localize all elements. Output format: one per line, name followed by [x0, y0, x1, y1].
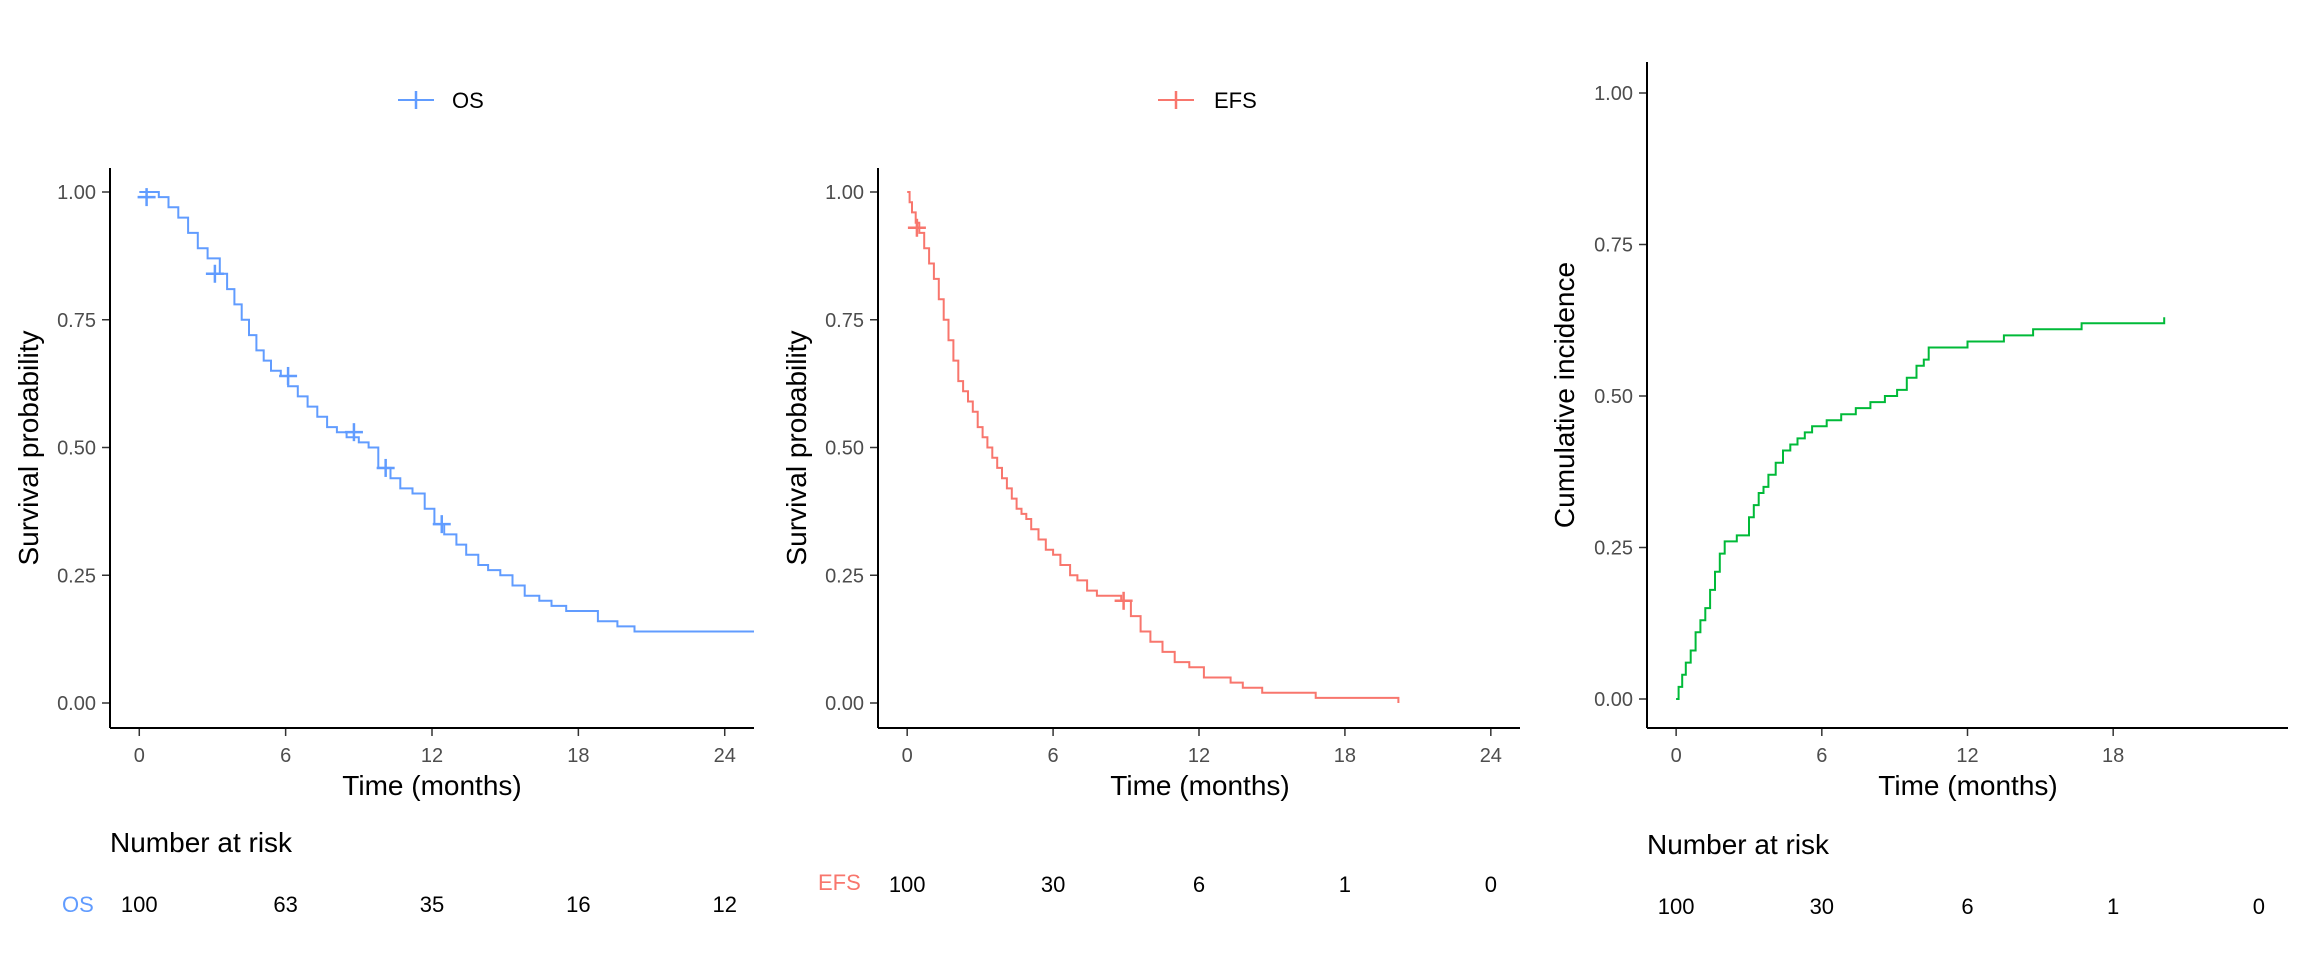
ci-risk-value: 1 — [2107, 894, 2119, 919]
efs-censor-mark — [1114, 591, 1133, 610]
efs-y-tick-label: 1.00 — [825, 182, 864, 204]
ci-x-tick-label: 6 — [1816, 745, 1827, 767]
efs-x-tick-label: 6 — [1048, 745, 1059, 767]
os-censor-mark — [376, 458, 395, 477]
efs-legend-label: EFS — [1214, 88, 1257, 113]
efs-x-tick-label: 24 — [1480, 745, 1502, 767]
ci-y-tick-label: 0.25 — [1594, 538, 1633, 560]
efs-y-tick-label: 0.75 — [825, 310, 864, 332]
ci-risk-value: 0 — [2253, 894, 2265, 919]
efs-censor-mark — [907, 218, 926, 237]
efs-y-tick-label: 0.50 — [825, 438, 864, 460]
os-curve — [137, 188, 754, 633]
ci-curve — [1676, 317, 2166, 700]
ci-x-tick-label: 12 — [1956, 745, 1978, 767]
ci-risk-value: 30 — [1810, 894, 1834, 919]
efs-risk-table: EFS 100 30 6 1 0 — [818, 870, 1497, 897]
efs-risk-values: 100 30 6 1 0 — [889, 872, 1497, 897]
efs-x-tick-label: 18 — [1334, 745, 1356, 767]
os-y-tick-label: 0.75 — [57, 310, 96, 332]
os-x-tick-label: 18 — [567, 745, 589, 767]
efs-y-axis-title: Survival probability — [781, 331, 812, 566]
ci-y-tick-label: 0.75 — [1594, 235, 1633, 257]
efs-risk-value: 100 — [889, 872, 926, 897]
os-y-tick-label: 0.50 — [57, 438, 96, 460]
efs-risk-value: 1 — [1339, 872, 1351, 897]
os-x-axis-title: Time (months) — [342, 770, 521, 801]
os-risk-value: 63 — [273, 892, 297, 917]
os-risk-value: 16 — [566, 892, 590, 917]
ci-x-axis-title: Time (months) — [1878, 770, 2057, 801]
os-y-tick-label: 1.00 — [57, 182, 96, 204]
efs-x-axis-title: Time (months) — [1110, 770, 1289, 801]
os-x-tick-label: 24 — [714, 745, 736, 767]
os-legend-label: OS — [452, 88, 484, 113]
ci-y-axis-title: Cumulative incidence — [1549, 262, 1580, 528]
ci-y-tick-label: 1.00 — [1594, 83, 1633, 105]
ci-x-tick-label: 0 — [1671, 745, 1682, 767]
os-legend: OS — [398, 88, 484, 113]
ci-plot: 0 6 12 18 0.00 0.25 0.50 0.75 1.00 Time (months)… — [1549, 62, 2288, 801]
os-panel: OS 0 6 12 18 24 0.00 0.25 0.50 0.75 1.00 Time (mo… — [13, 88, 754, 917]
os-risk-strata-label: OS — [62, 892, 94, 917]
os-x-tick-label: 0 — [134, 745, 145, 767]
os-censor-mark — [205, 264, 224, 283]
os-censor-mark — [137, 188, 156, 207]
efs-legend: EFS — [1158, 88, 1257, 113]
ci-panel: 0 6 12 18 0.00 0.25 0.50 0.75 1.00 Time (months)… — [1549, 62, 2288, 919]
efs-x-tick-label: 0 — [902, 745, 913, 767]
efs-panel: EFS 0 6 12 18 24 0.00 0.25 0.50 0.75 1.00 Time (m… — [781, 88, 1520, 897]
os-risk-title: Number at risk — [110, 827, 293, 858]
efs-x-tick-label: 12 — [1188, 745, 1210, 767]
os-censor-mark — [344, 423, 363, 442]
efs-risk-value: 6 — [1193, 872, 1205, 897]
os-risk-values: 100 63 35 16 12 — [121, 892, 737, 917]
os-censor-mark — [432, 515, 451, 534]
os-risk-table: Number at risk OS 100 63 35 16 12 — [62, 827, 737, 917]
ci-risk-title: Number at risk — [1647, 829, 1830, 860]
efs-step-line — [907, 191, 1400, 703]
efs-y-tick-label: 0.25 — [825, 565, 864, 587]
ci-risk-table: Number at risk 100 30 6 1 0 — [1647, 829, 2265, 919]
efs-ticks: 0 6 12 18 24 0.00 0.25 0.50 0.75 1.00 — [825, 182, 1502, 767]
os-risk-value: 100 — [121, 892, 158, 917]
ci-ticks: 0 6 12 18 0.00 0.25 0.50 0.75 1.00 — [1594, 83, 2124, 767]
os-risk-value: 35 — [420, 892, 444, 917]
ci-risk-values: 100 30 6 1 0 — [1658, 894, 2265, 919]
efs-risk-value: 30 — [1041, 872, 1065, 897]
os-x-tick-label: 6 — [280, 745, 291, 767]
os-x-tick-label: 12 — [421, 745, 443, 767]
efs-risk-value: 0 — [1485, 872, 1497, 897]
os-step-line — [139, 191, 754, 633]
ci-step-line — [1676, 317, 2166, 700]
os-plot: 0 6 12 18 24 0.00 0.25 0.50 0.75 1.00 Time (month… — [13, 168, 754, 801]
ci-y-tick-label: 0.50 — [1594, 386, 1633, 408]
os-risk-value: 12 — [712, 892, 736, 917]
os-y-axis-title: Survival probability — [13, 331, 44, 566]
ci-risk-value: 6 — [1961, 894, 1973, 919]
os-y-tick-label: 0.00 — [57, 693, 96, 715]
ci-x-tick-label: 18 — [2102, 745, 2124, 767]
efs-plot: 0 6 12 18 24 0.00 0.25 0.50 0.75 1.00 Time (month… — [781, 168, 1520, 801]
os-ticks: 0 6 12 18 24 0.00 0.25 0.50 0.75 1.00 — [57, 182, 736, 767]
efs-y-tick-label: 0.00 — [825, 693, 864, 715]
efs-curve — [907, 191, 1400, 703]
os-censor-mark — [279, 366, 298, 385]
ci-y-tick-label: 0.00 — [1594, 689, 1633, 711]
os-y-tick-label: 0.25 — [57, 565, 96, 587]
efs-risk-strata-label: EFS — [818, 870, 861, 895]
ci-risk-value: 100 — [1658, 894, 1695, 919]
